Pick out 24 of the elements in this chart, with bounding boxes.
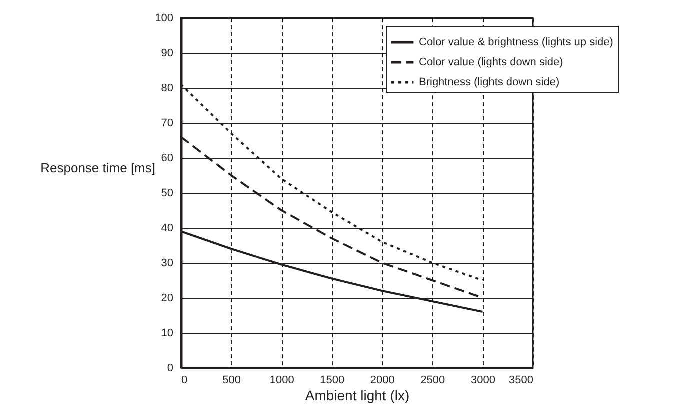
y-tick-label: 10 [161, 328, 174, 340]
x-tick-label: 2500 [420, 374, 446, 386]
y-tick-label: 50 [161, 188, 174, 200]
x-tick-label: 1000 [270, 374, 294, 386]
x-tick-label: 0 [182, 374, 188, 386]
y-tick-label: 70 [161, 118, 174, 130]
legend-label: Color value (lights down side) [419, 56, 564, 68]
y-tick-label: 100 [155, 12, 174, 24]
x-tick-label: 2000 [370, 374, 395, 386]
y-tick-label: 30 [161, 258, 174, 270]
x-tick-label: 500 [222, 374, 241, 386]
legend-label: Brightness (lights down side) [419, 76, 560, 88]
y-tick-label: 80 [161, 82, 174, 94]
x-axis-title: Ambient light (lx) [305, 388, 410, 404]
legend-label: Color value & brightness (lights up side) [419, 36, 614, 48]
y-axis-title: Response time [ms] [40, 160, 156, 176]
y-tick-label: 0 [167, 362, 174, 374]
x-tick-label: 1500 [320, 374, 345, 386]
y-tick-label: 60 [161, 152, 174, 164]
x-tick-label: 3500 [509, 374, 534, 386]
y-tick-label: 20 [161, 292, 174, 304]
y-tick-label: 40 [161, 222, 174, 234]
y-tick-label: 90 [161, 48, 174, 60]
x-tick-label: 3000 [470, 374, 496, 386]
